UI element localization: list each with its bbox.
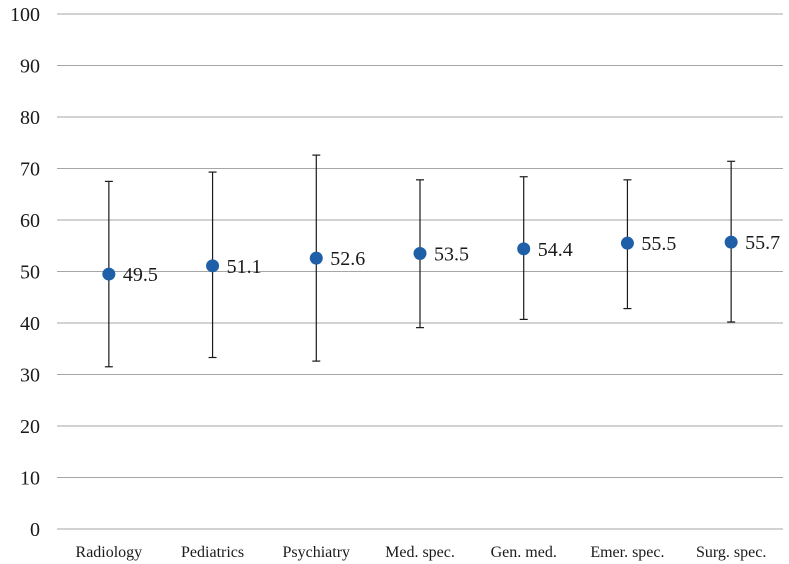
y-tick-label: 80: [20, 107, 40, 129]
data-label: 55.7: [745, 232, 780, 254]
y-tick-label: 50: [20, 262, 40, 284]
data-point: [724, 235, 738, 249]
error-bars: [104, 154, 736, 368]
data-point: [309, 251, 323, 265]
data-point: [517, 242, 531, 256]
x-tick-label: Radiology: [76, 544, 143, 561]
y-tick-label: 90: [20, 56, 40, 78]
data-points: [102, 235, 738, 281]
data-labels: 49.5 51.1 52.6 53.5 54.4 55.5 55.7: [123, 232, 780, 286]
data-point: [102, 267, 116, 281]
data-point: [413, 246, 427, 260]
data-label: 52.6: [330, 248, 365, 270]
data-point: [620, 236, 634, 250]
x-tick-label: Gen. med.: [491, 544, 557, 561]
data-label: 49.5: [123, 264, 158, 286]
y-tick-label: 10: [20, 468, 40, 490]
data-label: 55.5: [641, 233, 676, 255]
data-label: 54.4: [538, 239, 573, 261]
y-tick-label: 100: [10, 4, 40, 26]
x-axis-ticks: Radiology Pediatrics Psychiatry Med. spec. G…: [76, 544, 767, 561]
y-tick-label: 0: [30, 519, 40, 541]
x-tick-label: Psychiatry: [283, 544, 351, 561]
data-label: 51.1: [227, 256, 262, 278]
x-tick-label: Pediatrics: [181, 544, 244, 561]
data-label: 53.5: [434, 243, 469, 265]
y-tick-label: 40: [20, 313, 40, 335]
data-point: [206, 259, 220, 273]
y-tick-label: 30: [20, 365, 40, 387]
y-tick-label: 20: [20, 416, 40, 438]
y-axis-ticks: 0 10 20 30 40 50 60 70 80 90 100: [10, 4, 40, 541]
y-tick-label: 60: [20, 210, 40, 232]
x-tick-label: Med. spec.: [385, 544, 455, 561]
y-tick-label: 70: [20, 159, 40, 181]
x-tick-label: Emer. spec.: [590, 544, 664, 561]
x-tick-label: Surg. spec.: [696, 544, 766, 561]
